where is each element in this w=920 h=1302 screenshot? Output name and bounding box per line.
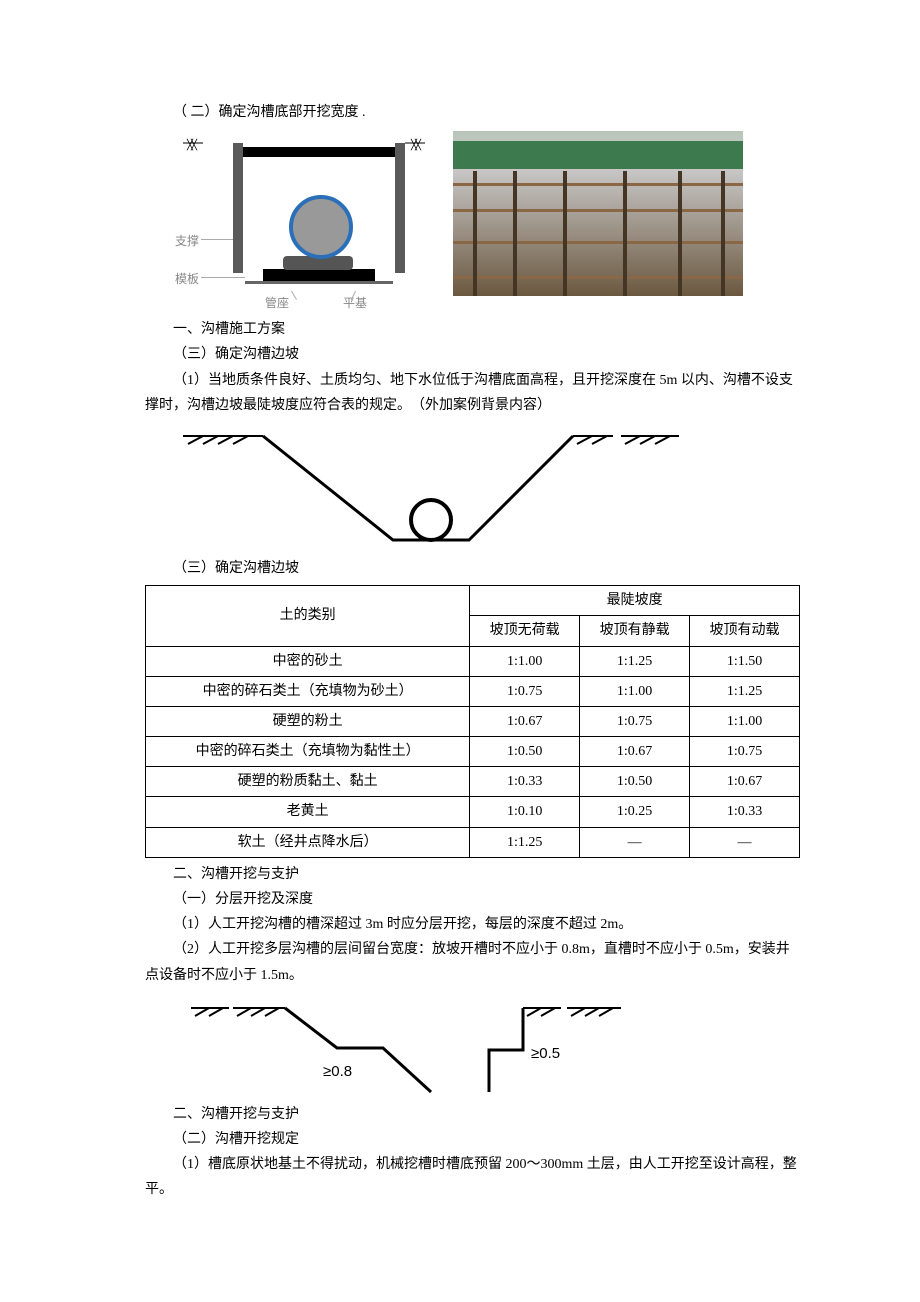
label-muban: 模板	[175, 269, 199, 291]
th-soil-type: 土的类别	[146, 586, 470, 646]
section-b-line2: （三）确定沟槽边坡	[145, 342, 800, 367]
label-guanzuo: 管座	[265, 293, 289, 315]
section-d-line3: （1）槽底原状地基土不得扰动，机械挖槽时槽底预留 200～300mm 土层，由人…	[145, 1152, 800, 1202]
diag3-label-1: ≥0.8	[323, 1063, 352, 1080]
diagram-step-profiles: ≥0.8 ≥0.5	[173, 992, 673, 1102]
section-c-line4: （2）人工开挖多层沟槽的层间留台宽度：放坡开槽时不应小于 0.8m，直槽时不应小…	[145, 937, 800, 987]
label-zhicheng: 支撑	[175, 231, 199, 253]
construction-photo	[453, 131, 743, 296]
section-c-line3: （1）人工开挖沟槽的槽深超过 3m 时应分层开挖，每层的深度不超过 2m。	[145, 912, 800, 937]
section-c-line2: （一）分层开挖及深度	[145, 887, 800, 912]
diagram-trench-profile	[173, 422, 693, 552]
section-d-line1: 二、沟槽开挖与支护	[145, 1102, 800, 1127]
table-row: 中密的碎石类土（充填物为黏性土）1:0.501:0.671:0.75	[146, 737, 800, 767]
label-pingji: 平基	[343, 293, 367, 315]
diagram-trench-crosssection: ⎯⎯⎯ ╳╳ ⎯⎯⎯ ╳╳ 支撑 模板 管座 平基	[173, 131, 433, 311]
table-row: 老黄土1:0.101:0.251:0.33	[146, 797, 800, 827]
th-steep: 最陡坡度	[470, 586, 800, 616]
table-row: 硬塑的粉土1:0.671:0.751:1.00	[146, 706, 800, 736]
section-a-title: （ 二）确定沟槽底部开挖宽度 .	[145, 100, 800, 125]
table-row: 软土（经井点降水后）1:1.25——	[146, 827, 800, 857]
diag3-label-2: ≥0.5	[531, 1045, 560, 1062]
section-c-line1: 二、沟槽开挖与支护	[145, 862, 800, 887]
slope-table: 土的类别 最陡坡度 坡顶无荷载 坡顶有静载 坡顶有动载 中密的砂土1:1.001…	[145, 585, 800, 858]
table-row: 硬塑的粉质黏土、黏土1:0.331:0.501:0.67	[146, 767, 800, 797]
diagram-row-1: ⎯⎯⎯ ╳╳ ⎯⎯⎯ ╳╳ 支撑 模板 管座 平基	[173, 131, 800, 311]
th-sub3: 坡顶有动载	[690, 616, 800, 646]
table-row: 中密的碎石类土（充填物为砂土）1:0.751:1.001:1.25	[146, 676, 800, 706]
th-sub1: 坡顶无荷载	[470, 616, 580, 646]
section-d-line2: （二）沟槽开挖规定	[145, 1127, 800, 1152]
section-b-line4: （三）确定沟槽边坡	[145, 556, 800, 581]
section-b-line1: 一、沟槽施工方案	[145, 317, 800, 342]
section-b-line3: （1）当地质条件良好、土质均匀、地下水位低于沟槽底面高程，且开挖深度在 5m 以…	[145, 368, 800, 418]
table-row: 中密的砂土1:1.001:1.251:1.50	[146, 646, 800, 676]
th-sub2: 坡顶有静载	[580, 616, 690, 646]
